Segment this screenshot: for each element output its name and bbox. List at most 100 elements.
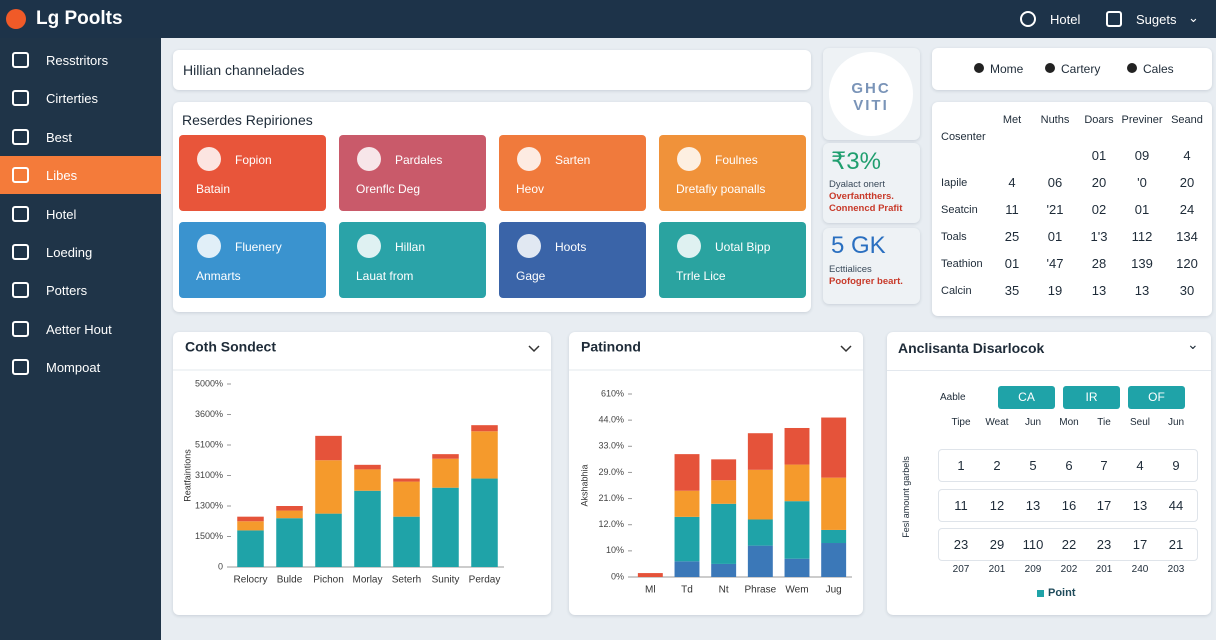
stat-line: Connencd Prafit xyxy=(829,203,903,214)
calendar-row xyxy=(938,528,1198,561)
calendar-title: Anclisanta Disarlocok xyxy=(898,340,1045,356)
table-cell: 19 xyxy=(1047,283,1063,298)
tile[interactable]: Fopion Batain xyxy=(179,135,326,211)
stat-value: 5 GK xyxy=(831,232,886,259)
bar-segment xyxy=(747,545,773,577)
calendar-header: Tie xyxy=(1097,417,1111,428)
calendar-row xyxy=(938,488,1198,522)
bar-segment xyxy=(747,433,773,470)
x-tick-label: Ml xyxy=(645,585,656,596)
calendar-row xyxy=(938,449,1198,482)
tile-title: Hoots xyxy=(555,240,587,254)
tab[interactable]: Cartery xyxy=(1061,62,1101,76)
bar-segment xyxy=(821,543,847,577)
table-cell: 30 xyxy=(1179,283,1195,298)
tile-subtitle: Dretafiy poanalls xyxy=(676,182,766,196)
x-tick-label: Jug xyxy=(826,585,842,596)
sidebar-item[interactable]: Best xyxy=(0,118,161,156)
top-item[interactable]: Hotel xyxy=(1050,12,1081,27)
sidebar-icon xyxy=(12,282,29,299)
sidebar-item[interactable]: Aetter Hout xyxy=(0,310,161,348)
table-row-label: Seatcin xyxy=(941,204,978,216)
table-row-label: Teathion xyxy=(941,258,983,270)
calendar-header: Jun xyxy=(1024,417,1042,428)
x-tick-label: Perday xyxy=(469,575,501,586)
tile-icon xyxy=(357,147,381,171)
tile[interactable]: Fluenery Anmarts xyxy=(179,222,326,298)
calendar-button[interactable]: OF xyxy=(1128,386,1185,409)
bar-segment xyxy=(276,510,303,519)
bar-segment xyxy=(711,503,737,564)
tab[interactable]: Cales xyxy=(1143,62,1174,76)
legend-swatch xyxy=(1037,590,1044,597)
divider xyxy=(887,370,1211,371)
bar-segment xyxy=(471,478,498,567)
calendar-button[interactable]: IR xyxy=(1063,386,1120,409)
bar-segment xyxy=(784,464,810,502)
bar-segment xyxy=(237,530,264,567)
tile[interactable]: Hoots Gage xyxy=(499,222,646,298)
bar-segment xyxy=(354,464,381,470)
calendar-cell: 23 xyxy=(1096,537,1112,552)
tile[interactable]: Uotal Bipp Trrle Lice xyxy=(659,222,806,298)
calendar-cell: 5 xyxy=(1029,458,1037,473)
sidebar-icon xyxy=(12,320,29,337)
calendar-card: Anclisanta Disarlocok ⌄ Fesl amount garbel… xyxy=(887,332,1211,615)
table-header: Doars xyxy=(1084,114,1114,126)
chart: Patinond Akshabhia 0% 10% 12.0% 21.0% 29.0% 33.… xyxy=(569,339,863,596)
bar-segment xyxy=(432,454,459,459)
calendar-cell: 1 xyxy=(957,458,965,473)
calendar-button[interactable]: CA xyxy=(998,386,1055,409)
tile[interactable]: Hillan Lauat from xyxy=(339,222,486,298)
sidebar-item[interactable]: Hotel xyxy=(0,195,161,233)
bar-segment xyxy=(711,459,737,481)
calendar-cell: 17 xyxy=(1132,537,1148,552)
y-tick-label: 21.0% xyxy=(598,493,624,503)
x-tick-label: Wem xyxy=(785,585,808,596)
sidebar-item[interactable]: Mompoat xyxy=(0,348,161,386)
tile[interactable]: Foulnes Dretafiy poanalls xyxy=(659,135,806,211)
x-tick-label: Seterh xyxy=(392,575,421,586)
sidebar-item[interactable]: Libes xyxy=(0,156,161,195)
brand-name: Lg Poolts xyxy=(36,8,123,29)
calendar-cell: 21 xyxy=(1168,537,1184,552)
bar-segment xyxy=(821,477,847,530)
chevron xyxy=(528,345,540,353)
bar-segment xyxy=(276,506,303,511)
tile[interactable]: Pardales Orenflc Deg xyxy=(339,135,486,211)
calendar-footer: 201 xyxy=(1095,564,1113,575)
sidebar-label: Aetter Hout xyxy=(46,321,112,337)
calendar-cell: 9 xyxy=(1172,458,1180,473)
tile-icon xyxy=(677,147,701,171)
tile-icon xyxy=(517,234,541,258)
calendar-header: Tipe xyxy=(951,417,971,428)
bar-segment xyxy=(432,487,459,567)
bar-segment xyxy=(393,478,420,482)
table-cell: 25 xyxy=(1004,229,1020,244)
bar-segment xyxy=(821,417,847,478)
sidebar-item[interactable]: Resstritors xyxy=(0,41,161,79)
calendar-cell: 13 xyxy=(1132,497,1148,513)
tile-title: Sarten xyxy=(555,153,591,167)
tile-subtitle: Batain xyxy=(196,182,231,196)
sidebar-item[interactable]: Potters xyxy=(0,271,161,309)
bar-segment xyxy=(471,425,498,432)
tile[interactable]: Sarten Heov xyxy=(499,135,646,211)
bar-segment xyxy=(315,435,342,461)
bar-segment xyxy=(821,529,847,544)
chart-card: Coth Sondect Reatfaintions 0 1500% 1300% 3100… xyxy=(173,332,551,615)
tab[interactable]: Mome xyxy=(990,62,1024,76)
logo: GHC VITI xyxy=(829,52,913,136)
logo-card: GHC VITI xyxy=(823,48,920,140)
top-item[interactable]: Sugets xyxy=(1136,12,1177,27)
chart-card: Patinond Akshabhia 0% 10% 12.0% 21.0% 29.0% 33.… xyxy=(569,332,863,615)
calendar-cell: 17 xyxy=(1096,497,1112,513)
bar-segment xyxy=(237,521,264,531)
table-cell: '47 xyxy=(1046,256,1064,271)
tabs-card: Mome Cartery Cales xyxy=(932,48,1212,90)
calendar-header: Seul xyxy=(1129,417,1150,428)
bar-segment xyxy=(393,481,420,517)
sidebar-item[interactable]: Cirterties xyxy=(0,79,161,117)
sidebar-item[interactable]: Loeding xyxy=(0,233,161,271)
y-tick-label: 610% xyxy=(601,388,624,398)
